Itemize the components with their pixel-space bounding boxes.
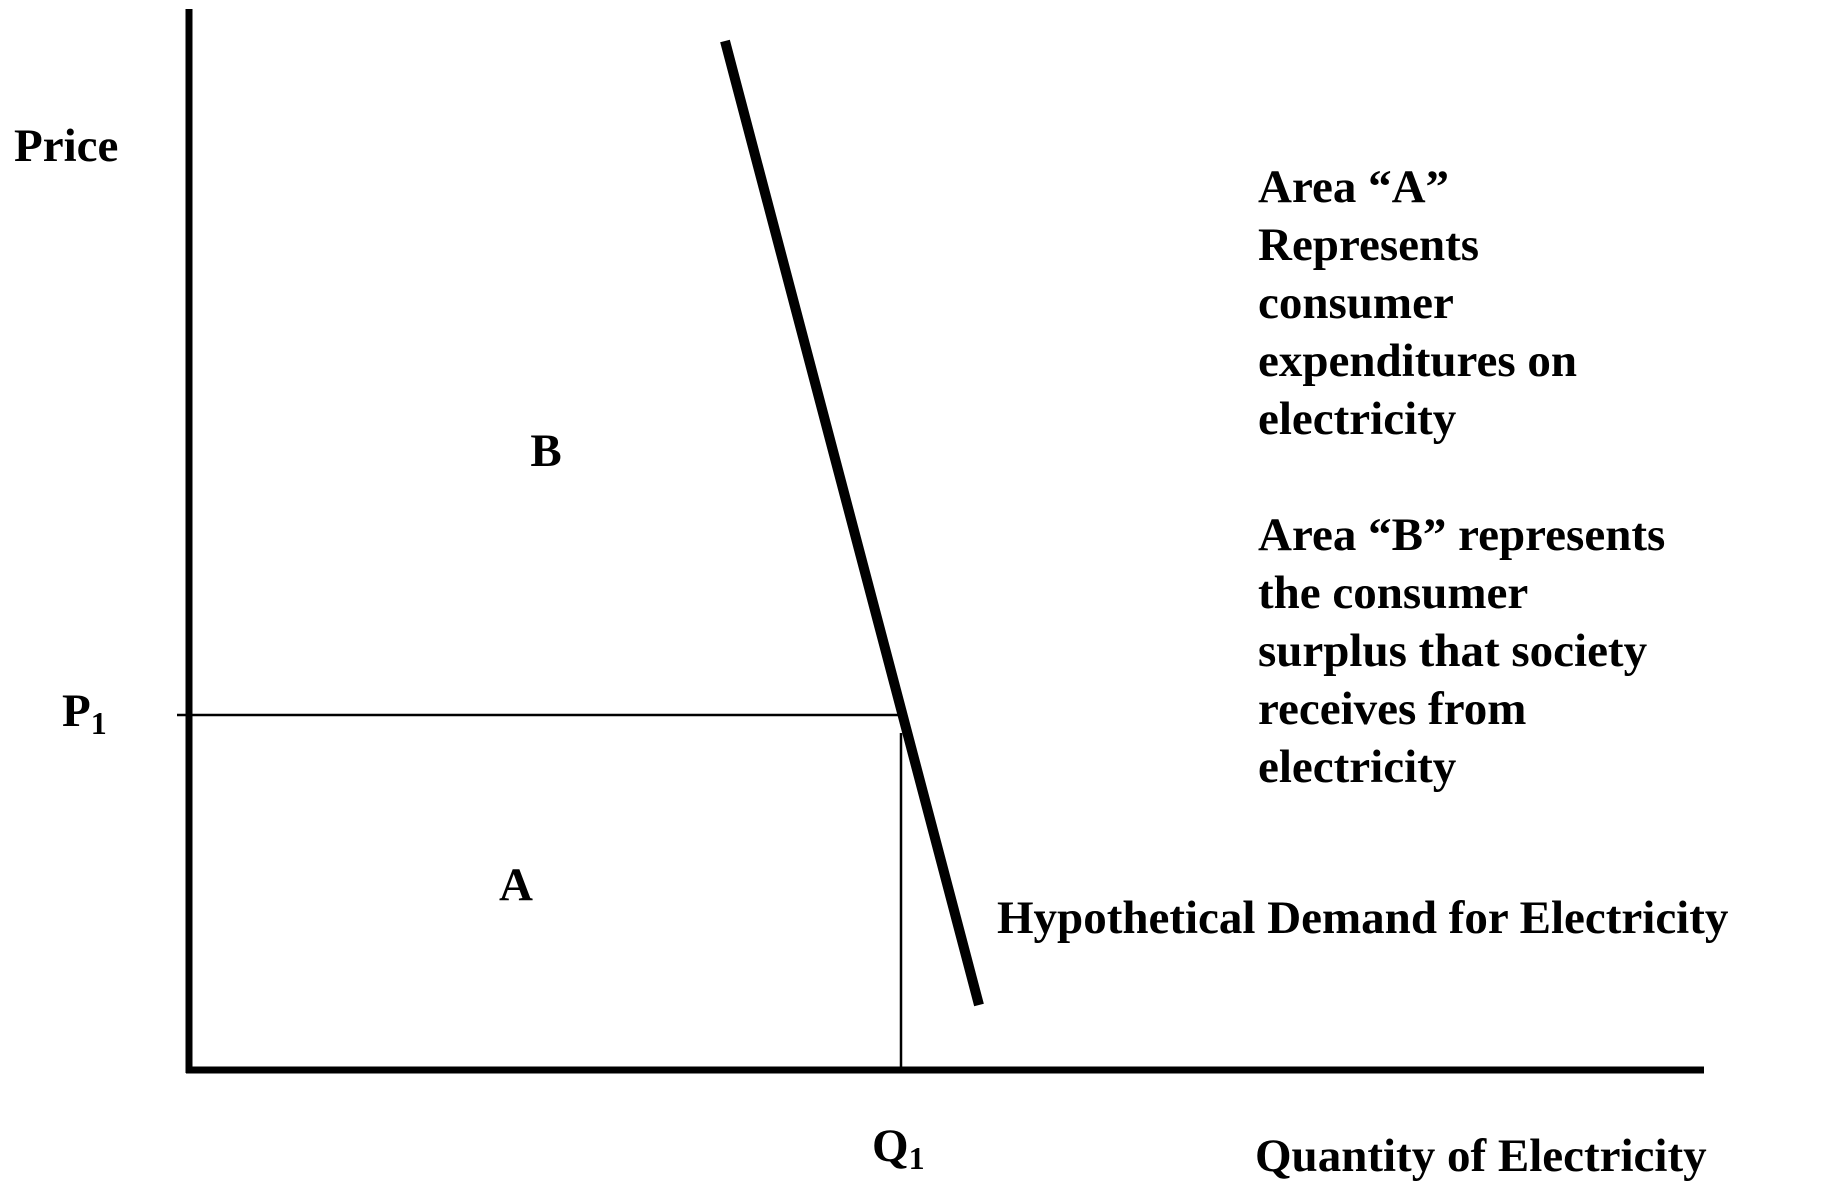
price-symbol: P: [62, 685, 91, 737]
note-line: surplus that society: [1258, 625, 1648, 677]
note-line: electricity: [1258, 741, 1457, 793]
note-line: the consumer: [1258, 567, 1528, 619]
area-label: B: [530, 425, 561, 477]
area-label: A: [499, 859, 533, 911]
note-line: Area “A”: [1258, 161, 1449, 213]
quantity-level-label: Q1: [872, 1120, 925, 1177]
x-axis-label: Quantity of Electricity: [1255, 1130, 1707, 1182]
price-level-label: P1: [62, 685, 107, 742]
demand-label: Hypothetical Demand for Electricity: [997, 892, 1729, 944]
quantity-symbol: Q: [872, 1120, 909, 1172]
note-line: electricity: [1258, 393, 1457, 445]
price-subscript: 1: [91, 705, 107, 741]
y-axis-label: Price: [14, 120, 118, 172]
note-line: Area “B” represents: [1258, 509, 1665, 561]
note-line: Represents: [1258, 219, 1479, 271]
note-line: receives from: [1258, 683, 1526, 735]
demand-curve: [720, 39, 984, 1007]
quantity-subscript: 1: [909, 1140, 925, 1176]
note-line: expenditures on: [1258, 335, 1577, 387]
note-line: consumer: [1258, 277, 1454, 329]
